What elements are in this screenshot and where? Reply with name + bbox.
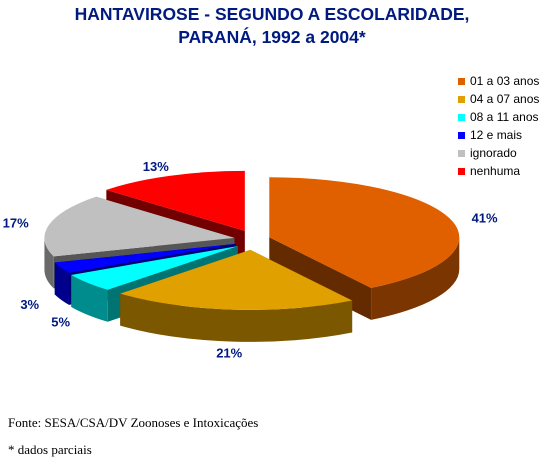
chart-title-line1: HANTAVIROSE - SEGUNDO A ESCOLARIDADE, <box>74 4 470 24</box>
pie-slice-rim <box>71 274 108 322</box>
pie-slice-rim <box>371 237 460 320</box>
legend-swatch <box>458 113 465 121</box>
legend-item: 01 a 03 anos <box>458 72 539 90</box>
pie-slice-top <box>120 249 353 310</box>
legend-label: ignorado <box>470 146 517 160</box>
legend-swatch <box>458 167 465 175</box>
legend-item: 12 e mais <box>458 126 539 144</box>
legend-swatch <box>458 131 465 139</box>
legend-label: nenhuma <box>470 164 521 178</box>
legend-swatch <box>458 149 465 157</box>
slice-value-label: 41% <box>472 210 498 225</box>
slice-value-label: 21% <box>216 345 242 360</box>
pie-slice-wall <box>71 246 238 307</box>
legend-label: 01 a 03 anos <box>470 74 540 88</box>
legend-swatch <box>458 95 465 103</box>
chart-legend: 01 a 03 anos 04 a 07 anos 08 a 11 anos 1… <box>458 72 539 180</box>
legend-item: nenhuma <box>458 162 539 180</box>
legend-item: 08 a 11 anos <box>458 108 539 126</box>
pie-slice <box>120 249 353 342</box>
slice-value-label: 13% <box>143 159 169 174</box>
legend-item: 04 a 07 anos <box>458 90 539 108</box>
legend-item: ignorado <box>458 144 539 162</box>
pie-slice-rim <box>44 237 54 289</box>
chart-title-line2: PARANÁ, 1992 a 2004* <box>178 27 366 47</box>
pie-chart: 41% 21% 5% 3% 17% 13% <box>3 159 498 360</box>
pie-slice-top <box>54 243 236 273</box>
pie-slice-rim <box>120 293 353 342</box>
pie-slice-top <box>71 246 238 290</box>
slice-value-label: 17% <box>3 215 29 230</box>
pie-slice-top <box>44 196 235 257</box>
pie-slice-top <box>106 170 245 231</box>
legend-label: 08 a 11 anos <box>470 110 539 124</box>
legend-swatch <box>458 77 465 85</box>
legend-label: 12 e mais <box>470 128 523 142</box>
partial-data-note: * dados parciais <box>8 442 92 457</box>
source-note: Fonte: SESA/CSA/DV Zoonoses e Intoxicaçõ… <box>8 415 259 430</box>
chart-title: HANTAVIROSE - SEGUNDO A ESCOLARIDADE, PA… <box>0 3 544 49</box>
legend-label: 04 a 07 anos <box>470 92 540 106</box>
pie-slice-rim <box>54 262 69 305</box>
slice-value-label: 5% <box>51 314 70 329</box>
slice-value-label: 3% <box>20 297 39 312</box>
pie-slice-top <box>269 177 460 288</box>
